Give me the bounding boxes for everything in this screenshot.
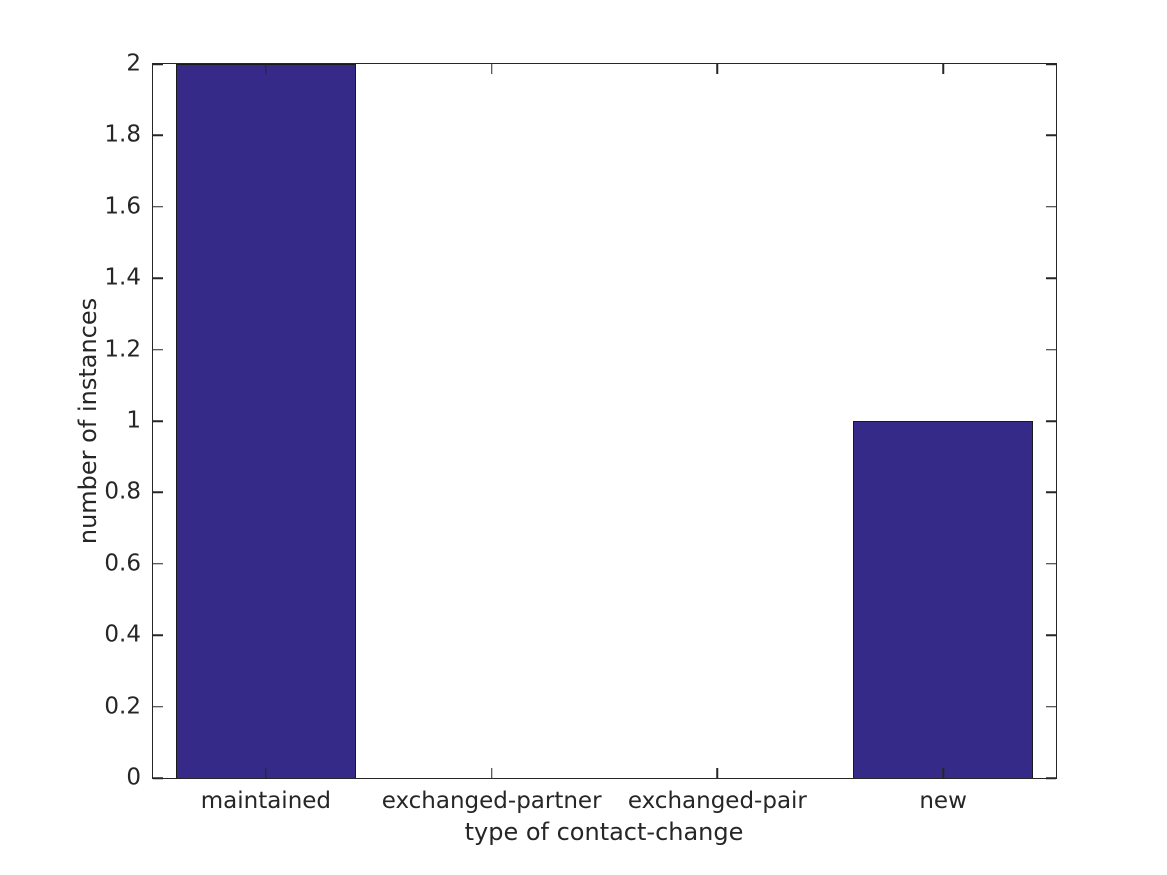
y-tick-label: 1.2 [104, 336, 141, 363]
y-tick-label: 0.8 [104, 478, 141, 505]
y-axis-label: number of instances [74, 297, 102, 545]
y-tick-label: 0.6 [104, 550, 141, 577]
y-tick-right [1046, 348, 1056, 351]
y-tick-left [153, 206, 163, 208]
x-tick-label: maintained [200, 788, 332, 814]
y-tick-label: 0.4 [104, 621, 141, 648]
y-tick-right [1046, 134, 1056, 137]
y-tick-right [1046, 277, 1056, 279]
y-tick-right [1046, 420, 1056, 422]
y-tick-label: 1.8 [104, 121, 141, 148]
y-tick-label: 1 [126, 407, 141, 434]
bar-maintained [175, 64, 357, 778]
y-tick-right [1046, 206, 1056, 208]
y-tick-left [153, 491, 163, 494]
y-tick-right [1046, 777, 1056, 779]
y-tick-right [1046, 705, 1056, 708]
y-tick-left [153, 134, 163, 137]
y-tick-right [1046, 491, 1056, 494]
x-tick-label: exchanged-pair [627, 788, 807, 814]
y-tick-left [153, 634, 163, 636]
y-tick-left [153, 348, 163, 351]
y-tick-right [1046, 634, 1056, 636]
y-tick-left [153, 420, 163, 422]
x-tick-bottom [265, 768, 267, 778]
x-tick-bottom [942, 768, 944, 778]
x-axis-label: type of contact-change [464, 818, 744, 846]
y-tick-left [153, 705, 163, 708]
y-tick-label: 2 [126, 50, 141, 77]
x-tick-bottom [716, 768, 719, 778]
bar-new [852, 421, 1034, 778]
y-tick-right [1046, 563, 1056, 565]
x-tick-top [265, 64, 267, 74]
x-tick-bottom [490, 768, 493, 778]
x-tick-top [716, 64, 719, 74]
x-tick-label: new [919, 788, 967, 814]
y-tick-left [153, 563, 163, 565]
y-tick-label: 1.4 [104, 264, 141, 291]
y-tick-right [1046, 63, 1056, 65]
plot-area: 0 0.2 0.4 0.6 0.8 1 1.2 1.4 1.6 1.8 2 maintained exc… [104, 52, 1057, 814]
y-tick-label: 0.2 [104, 693, 141, 720]
y-tick-label: 1.6 [104, 193, 141, 220]
x-tick-label: exchanged-partner [381, 788, 602, 814]
y-tick-left [153, 63, 163, 65]
y-tick-left [153, 777, 163, 779]
y-tick-left [153, 277, 163, 279]
x-tick-top [942, 64, 944, 74]
x-tick-top [490, 64, 493, 74]
y-tick-label: 0 [126, 764, 141, 791]
